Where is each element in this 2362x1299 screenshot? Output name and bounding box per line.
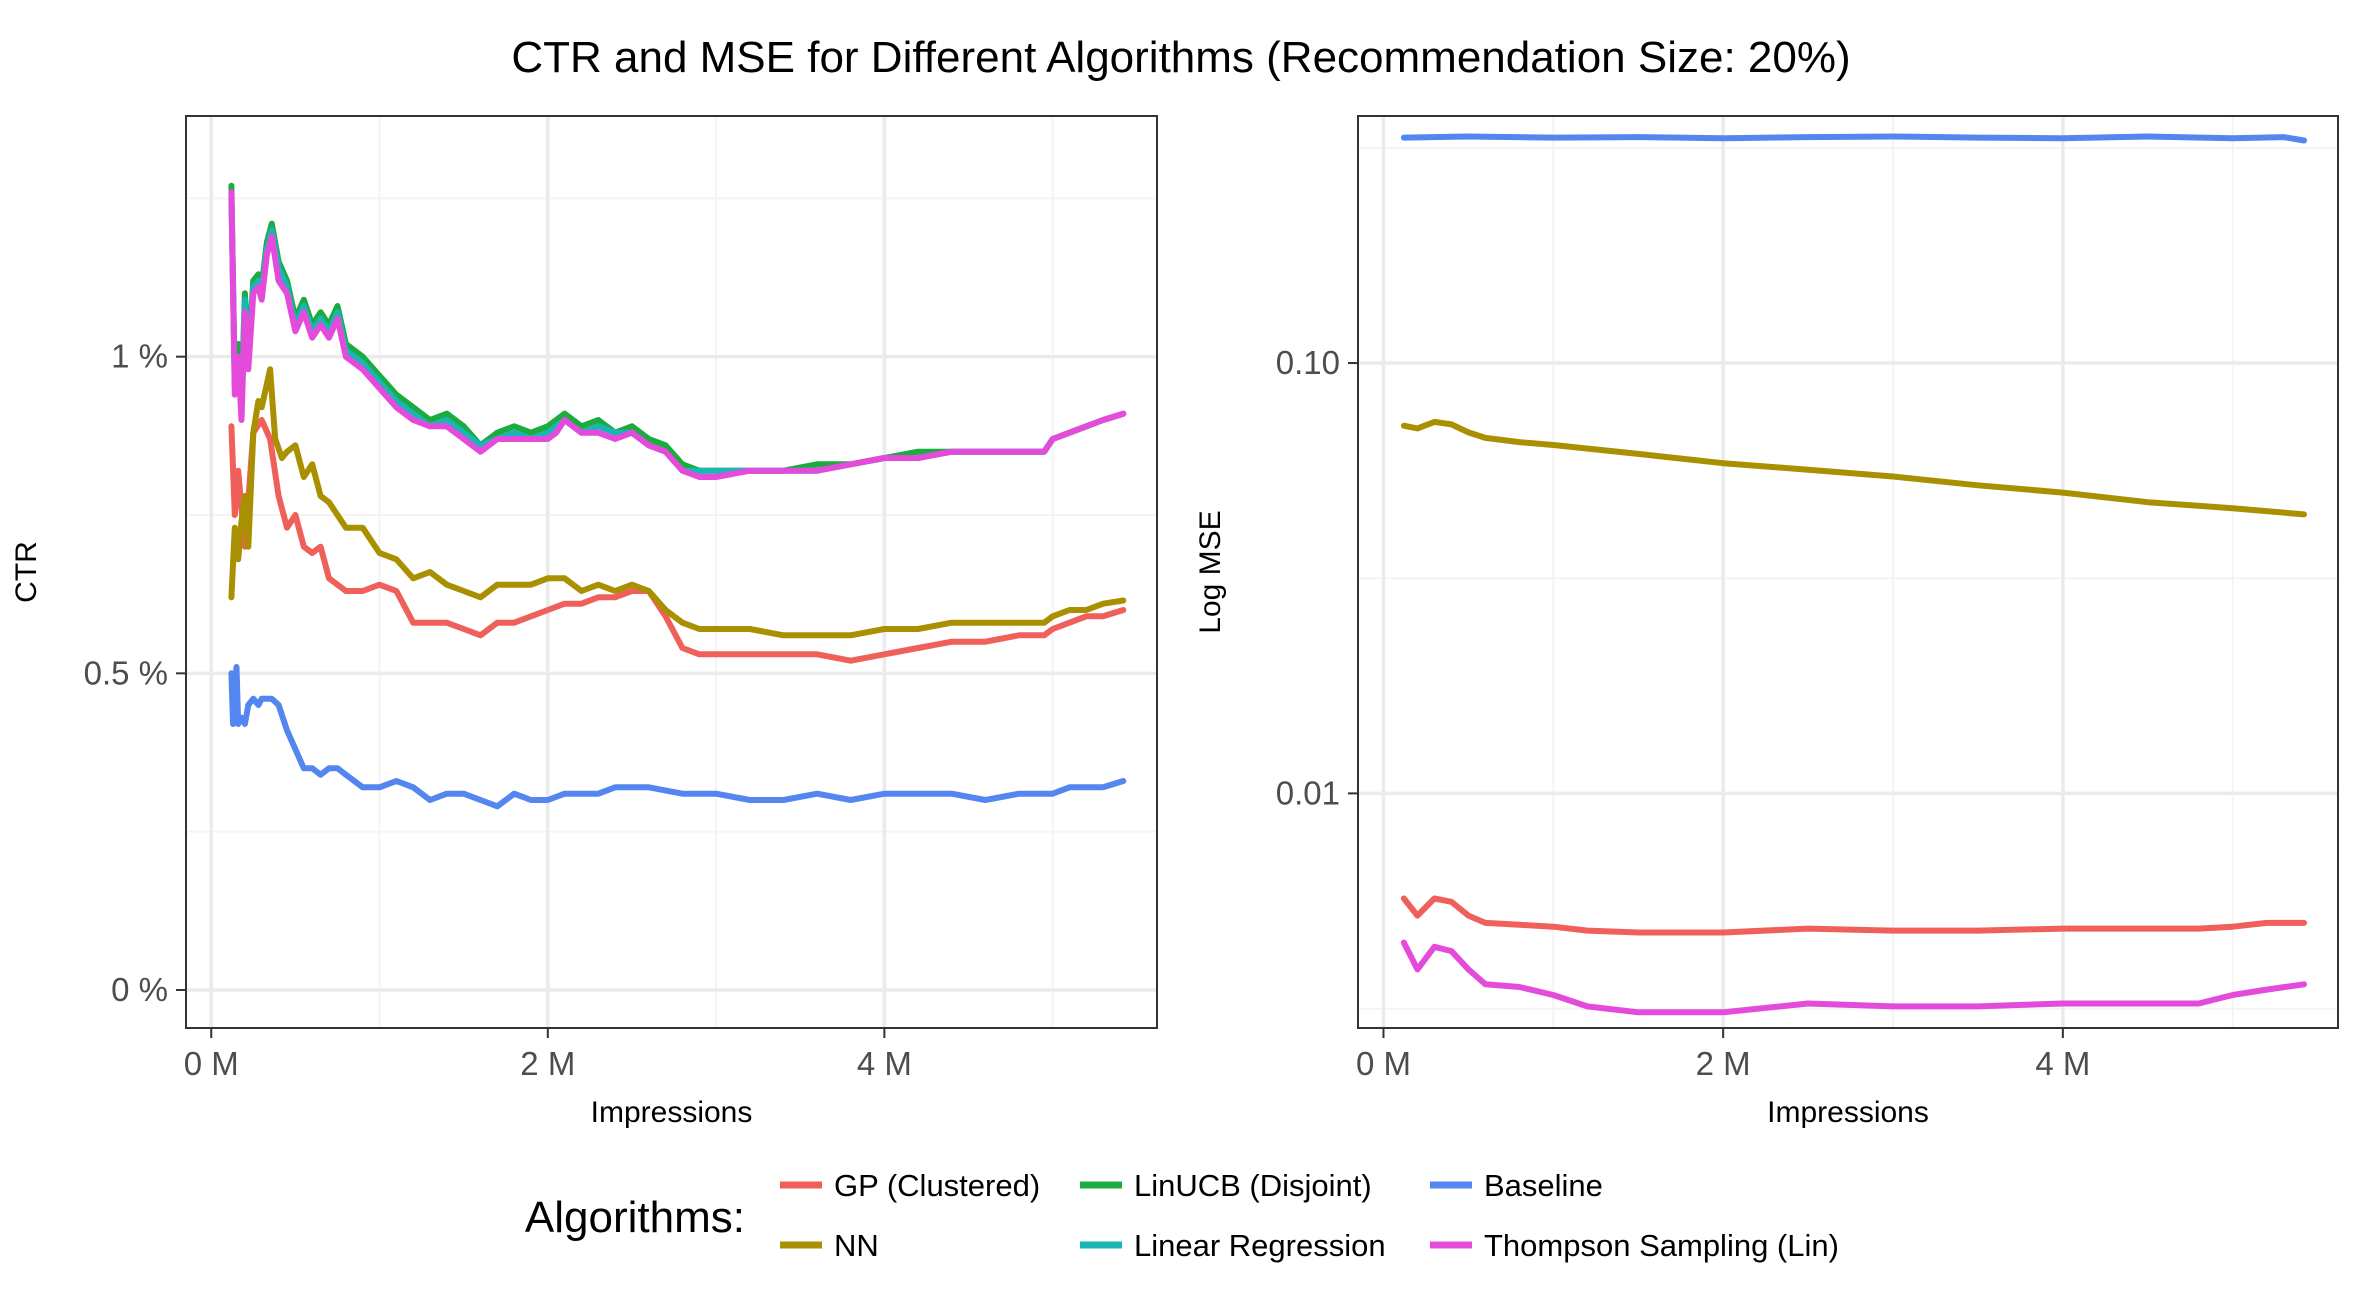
panel-border [1357,115,2339,1029]
series-line-gp-clustered [228,417,1127,664]
x-tick-label: 0 M [184,1045,239,1082]
series-line-thompson-sampling-lin [228,189,1127,480]
legend-label-linear-regression: Linear Regression [1134,1228,1386,1263]
series-line-nn [1400,418,2307,518]
y-tick-label: 1 % [111,338,168,375]
panel-border [185,115,1158,1029]
y-tick-label: 0.10 [1276,344,1340,381]
plot-background [1358,116,2338,1028]
legend-label-nn: NN [834,1228,879,1263]
x-tick-label: 0 M [1356,1045,1411,1082]
series-line-thompson-sampling-lin [1400,939,2307,1016]
ctr-panel: 0 M 2 M 4 M 0 % 0.5 % 1 % Impressions CTR [10,115,1158,1129]
legend-title: Algorithms: [525,1193,745,1242]
plot-background [186,116,1157,1028]
y-axis-title: CTR [10,541,43,603]
series-group [228,182,1127,810]
mse-panel: 0 M 2 M 4 M 0.01 0.10 Impressions Log MSE [1194,115,2339,1129]
series-group [1400,133,2307,1016]
y-axis-title: Log MSE [1194,510,1227,633]
x-axis-title: Impressions [1767,1096,1929,1129]
legend-label-linucb-disjoint: LinUCB (Disjoint) [1134,1168,1372,1203]
x-axis-title: Impressions [591,1096,753,1129]
series-line-baseline [1400,133,2307,144]
x-tick-label: 4 M [857,1045,912,1082]
y-tick-label: 0.01 [1276,774,1340,811]
legend-label-baseline: Baseline [1484,1168,1603,1203]
legend-label-thompson-sampling-lin: Thompson Sampling (Lin) [1484,1228,1839,1263]
y-tick-label: 0.5 % [84,654,168,691]
legend: Algorithms: GP (Clustered) NN LinUCB (Disj… [525,1168,1839,1263]
x-tick-label: 2 M [1696,1045,1751,1082]
x-tick-label: 4 M [2035,1045,2090,1082]
series-line-baseline [228,664,1127,810]
series-line-nn [228,366,1127,639]
chart-title: CTR and MSE for Different Algorithms (Re… [511,33,1850,82]
legend-label-gp-clustered: GP (Clustered) [834,1168,1040,1203]
series-line-gp-clustered [1400,895,2307,936]
x-tick-label: 2 M [520,1045,575,1082]
y-tick-label: 0 % [111,971,168,1008]
